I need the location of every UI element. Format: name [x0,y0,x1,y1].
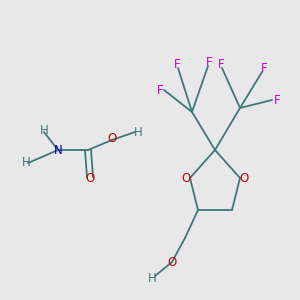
Text: F: F [206,56,212,70]
Text: F: F [157,83,163,97]
Text: F: F [274,94,280,106]
Text: O: O [107,131,117,145]
Text: O: O [167,256,177,268]
Text: F: F [218,58,224,71]
Text: H: H [148,272,156,286]
Text: N: N [54,143,62,157]
Text: F: F [174,58,180,71]
Text: H: H [134,125,142,139]
Text: O: O [239,172,249,184]
Text: F: F [261,62,267,76]
Text: H: H [22,157,30,169]
Text: O: O [182,172,190,184]
Text: H: H [40,124,48,137]
Text: O: O [85,172,94,185]
